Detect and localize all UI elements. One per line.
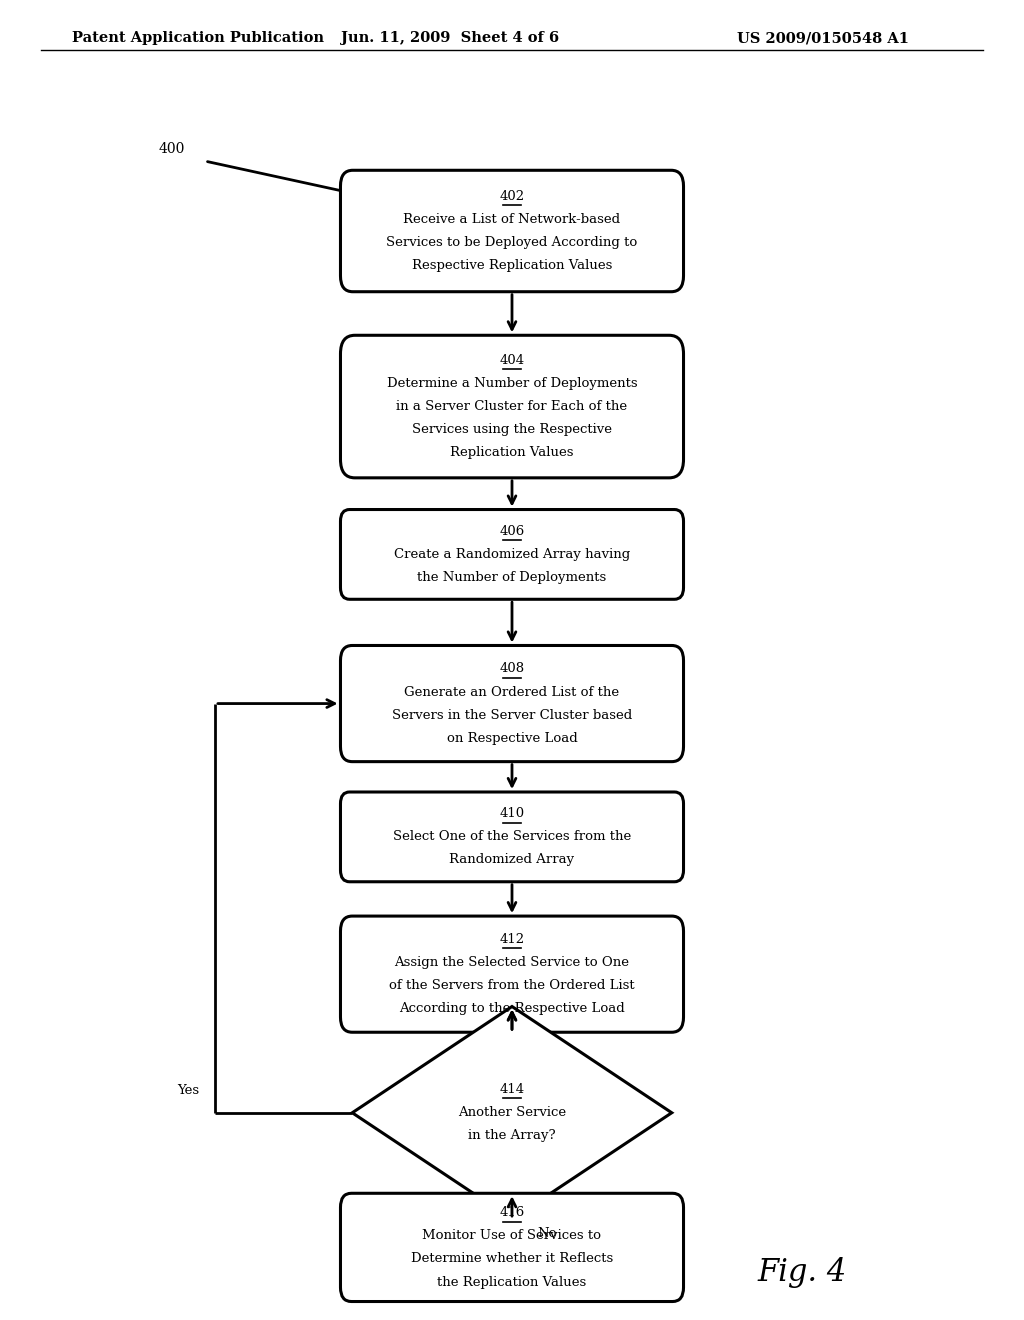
Text: Respective Replication Values: Respective Replication Values	[412, 259, 612, 272]
Text: 414: 414	[500, 1084, 524, 1096]
Text: Services using the Respective: Services using the Respective	[412, 424, 612, 436]
Text: in a Server Cluster for Each of the: in a Server Cluster for Each of the	[396, 400, 628, 413]
FancyBboxPatch shape	[340, 510, 684, 599]
Text: Assign the Selected Service to One: Assign the Selected Service to One	[394, 956, 630, 969]
Text: Servers in the Server Cluster based: Servers in the Server Cluster based	[392, 709, 632, 722]
Text: 412: 412	[500, 933, 524, 946]
Text: in the Array?: in the Array?	[468, 1130, 556, 1142]
Text: Monitor Use of Services to: Monitor Use of Services to	[423, 1229, 601, 1242]
Text: 404: 404	[500, 354, 524, 367]
FancyBboxPatch shape	[340, 1193, 684, 1302]
FancyBboxPatch shape	[340, 792, 684, 882]
Text: Select One of the Services from the: Select One of the Services from the	[393, 830, 631, 843]
Text: 408: 408	[500, 663, 524, 676]
Text: Patent Application Publication: Patent Application Publication	[72, 32, 324, 45]
FancyBboxPatch shape	[340, 335, 684, 478]
Text: on Respective Load: on Respective Load	[446, 731, 578, 744]
Text: Fig. 4: Fig. 4	[758, 1257, 847, 1288]
Text: 410: 410	[500, 808, 524, 820]
Text: According to the Respective Load: According to the Respective Load	[399, 1002, 625, 1015]
Text: Jun. 11, 2009  Sheet 4 of 6: Jun. 11, 2009 Sheet 4 of 6	[341, 32, 560, 45]
FancyBboxPatch shape	[340, 170, 684, 292]
Polygon shape	[352, 1006, 672, 1220]
Text: No: No	[538, 1228, 557, 1239]
Text: Yes: Yes	[177, 1084, 200, 1097]
Text: Determine a Number of Deployments: Determine a Number of Deployments	[387, 378, 637, 389]
Text: Generate an Ordered List of the: Generate an Ordered List of the	[404, 685, 620, 698]
FancyBboxPatch shape	[340, 645, 684, 762]
Text: Determine whether it Reflects: Determine whether it Reflects	[411, 1253, 613, 1266]
Text: 400: 400	[159, 143, 185, 156]
Text: Create a Randomized Array having: Create a Randomized Array having	[394, 548, 630, 561]
Text: 406: 406	[500, 525, 524, 537]
Text: US 2009/0150548 A1: US 2009/0150548 A1	[737, 32, 909, 45]
Text: Another Service: Another Service	[458, 1106, 566, 1119]
Text: the Replication Values: the Replication Values	[437, 1275, 587, 1288]
FancyBboxPatch shape	[340, 916, 684, 1032]
Text: 416: 416	[500, 1206, 524, 1220]
Text: Receive a List of Network-based: Receive a List of Network-based	[403, 213, 621, 226]
Text: Randomized Array: Randomized Array	[450, 854, 574, 866]
Text: Services to be Deployed According to: Services to be Deployed According to	[386, 236, 638, 249]
Text: the Number of Deployments: the Number of Deployments	[418, 572, 606, 583]
Text: of the Servers from the Ordered List: of the Servers from the Ordered List	[389, 979, 635, 993]
Text: Replication Values: Replication Values	[451, 446, 573, 459]
Text: 402: 402	[500, 190, 524, 203]
